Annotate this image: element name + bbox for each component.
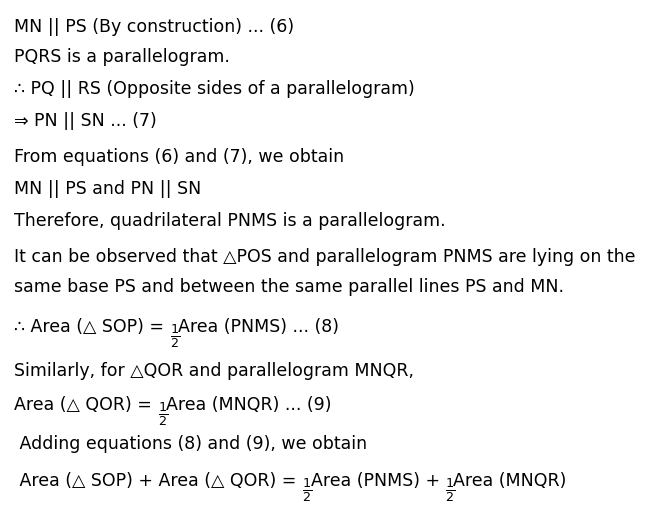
Text: Therefore, quadrilateral PNMS is a parallelogram.: Therefore, quadrilateral PNMS is a paral… xyxy=(14,212,446,230)
Text: Adding equations (8) and (9), we obtain: Adding equations (8) and (9), we obtain xyxy=(14,435,368,453)
Text: $\mathregular{\frac{1}{2}}$: $\mathregular{\frac{1}{2}}$ xyxy=(302,476,312,504)
Text: ⇒ PN || SN ... (7): ⇒ PN || SN ... (7) xyxy=(14,112,158,130)
Text: ∴ Area (△ SOP) =: ∴ Area (△ SOP) = xyxy=(14,318,170,336)
Text: MN || PS (By construction) ... (6): MN || PS (By construction) ... (6) xyxy=(14,18,295,36)
Text: Similarly, for △QOR and parallelogram MNQR,: Similarly, for △QOR and parallelogram MN… xyxy=(14,362,415,380)
Text: MN || PS and PN || SN: MN || PS and PN || SN xyxy=(14,180,202,198)
Text: Area (△ SOP) + Area (△ QOR) =: Area (△ SOP) + Area (△ QOR) = xyxy=(14,472,302,490)
Text: ∴ PQ || RS (Opposite sides of a parallelogram): ∴ PQ || RS (Opposite sides of a parallel… xyxy=(14,80,415,98)
Text: Area (PNMS) +: Area (PNMS) + xyxy=(310,472,445,490)
Text: Area (MNQR) ... (9): Area (MNQR) ... (9) xyxy=(166,396,331,414)
Text: $\mathregular{\frac{1}{2}}$: $\mathregular{\frac{1}{2}}$ xyxy=(445,476,455,504)
Text: It can be observed that △POS and parallelogram PNMS are lying on the: It can be observed that △POS and paralle… xyxy=(14,248,636,266)
Text: $\mathregular{\frac{1}{2}}$: $\mathregular{\frac{1}{2}}$ xyxy=(158,400,168,428)
Text: Area (△ QOR) =: Area (△ QOR) = xyxy=(14,396,158,414)
Text: Area (MNQR): Area (MNQR) xyxy=(453,472,567,490)
Text: PQRS is a parallelogram.: PQRS is a parallelogram. xyxy=(14,48,231,66)
Text: From equations (6) and (7), we obtain: From equations (6) and (7), we obtain xyxy=(14,148,345,166)
Text: Area (PNMS) ... (8): Area (PNMS) ... (8) xyxy=(178,318,339,336)
Text: same base PS and between the same parallel lines PS and MN.: same base PS and between the same parall… xyxy=(14,278,565,296)
Text: $\mathregular{\frac{1}{2}}$: $\mathregular{\frac{1}{2}}$ xyxy=(170,322,180,350)
